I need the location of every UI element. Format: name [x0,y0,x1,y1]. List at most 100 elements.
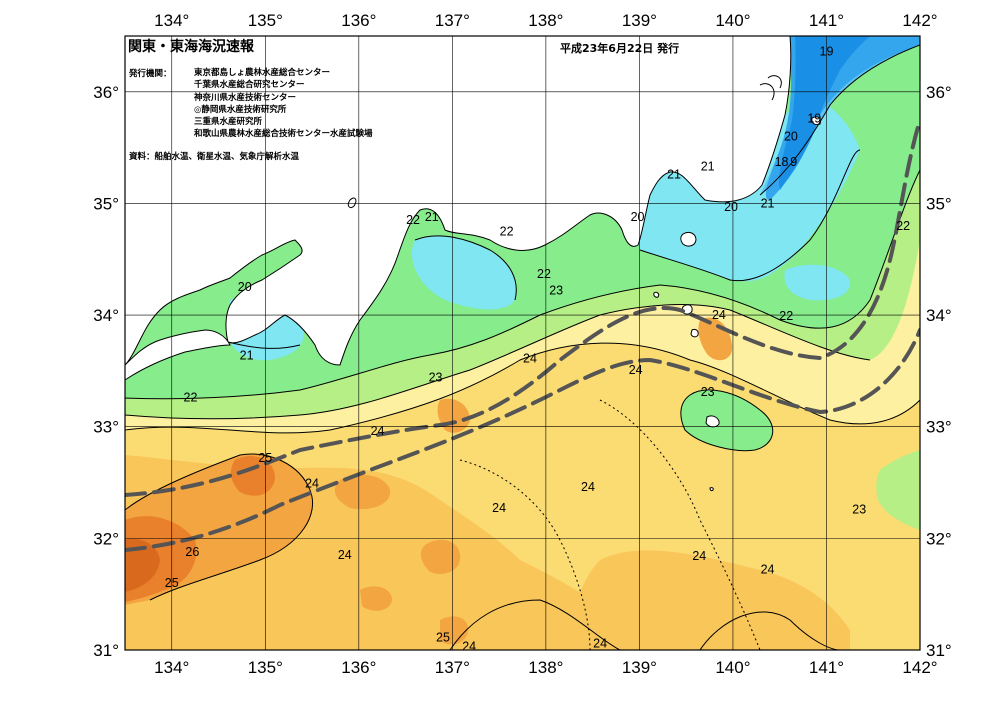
miyakejima [690,328,699,338]
isotherm-label: 24 [492,501,506,515]
isotherm-label: 19 [807,112,821,126]
lon-tick-label-top: 134° [154,11,189,30]
isotherm-label: 20 [724,200,738,214]
isotherm-label: 24 [581,480,595,494]
isotherm-label: 24 [305,477,319,491]
isotherm-22-hachijo [680,389,774,452]
axis-tick-labels: 134° 134° 135° 135° 136° 136° 137° 137° 138° 138°… [93,11,951,677]
isotherm-label: 23 [852,502,866,516]
lon-tick-label-bottom: 137° [435,658,470,677]
land-masses [125,36,821,492]
isotherm-label: 22 [500,224,514,238]
isotherm-22 [125,169,920,400]
lat-tick-label-right: 34° [926,306,952,325]
isotherm-label: 24 [712,308,726,322]
isotherm-label: 25 [165,576,179,590]
sst-patch-25-c [420,539,461,575]
choshi-peninsula [811,116,821,126]
isotherm-label: 21 [701,160,715,174]
isotherm-label: 23 [429,371,443,385]
isotherm-21 [227,149,861,349]
isotherm-label: 18 [775,155,789,169]
lat-tick-label-left: 36° [93,83,119,102]
lat-tick-label-left: 35° [93,194,119,213]
sst-band-21-b [411,235,517,310]
izu-oshima [680,231,697,247]
isotherm-label: 21 [425,210,439,224]
sst-band-27 [125,538,160,592]
isotherm-label: 24 [523,352,537,366]
lon-tick-label-top: 141° [809,11,844,30]
lon-tick-label-top: 135° [248,11,283,30]
sst-patch-25-d [360,586,392,611]
kuroshio-north-boundary [125,118,920,497]
lon-tick-label-bottom: 141° [809,658,844,677]
issuer-item: 千葉県水産総合研究センター [194,80,305,91]
isotherm-contours [125,44,920,650]
isotherm-label: 20 [238,280,252,294]
isotherm-label: 21 [761,196,775,210]
small-island-kozu [653,291,660,298]
isotherm-label: 22 [406,213,420,227]
isotherm-label: 19 [820,45,834,59]
sst-patch-25-e [440,616,469,645]
isotherm-label: 24 [338,548,352,562]
lon-tick-label-bottom: 135° [248,658,283,677]
kuroshio-south-boundary [125,328,920,552]
issuer-item: 三重県水産研究所 [194,117,263,128]
issuer-item: 和歌山県農林水産総合技術センター水産試験場 [194,129,373,140]
lat-tick-label-left: 31° [93,641,119,660]
sst-patch-24b-2 [560,550,850,650]
lat-tick-label-left: 33° [93,418,119,437]
issuer-item: 神奈川県水産技術センター [194,92,297,103]
isotherm-label: 22 [779,309,793,323]
isotherm-label: 25 [258,451,272,465]
isotherm-label: 23 [701,385,715,399]
lon-tick-label-top: 140° [715,11,750,30]
lat-tick-label-right: 36° [926,83,952,102]
source-note: 資料：船舶水温、衛星水温、気象庁解析水温 [129,152,300,162]
isotherm-label: 24 [761,563,775,577]
isotherm-label: 24 [629,363,643,377]
hachijojima [705,415,720,428]
sst-patch-22-b [680,390,773,451]
sst-patch-25-a [334,474,391,510]
lon-tick-label-top: 139° [622,11,657,30]
isotherm-label: 25 [436,631,450,645]
lat-tick-label-left: 32° [93,529,119,548]
isotherm-dotted-2 [459,459,591,650]
lat-tick-label-right: 32° [926,529,952,548]
lat-tick-label-left: 34° [93,306,119,325]
isotherm-label: 21 [240,348,254,362]
lat-tick-label-right: 33° [926,418,952,437]
isotherm-label: 22 [896,219,910,233]
isotherm-label: 20 [784,129,798,143]
lake-hamana [347,197,357,209]
lon-tick-label-top: 138° [528,11,563,30]
isotherm-label: 24 [692,549,706,563]
map-title: 関東・東海海況速報 [128,39,254,55]
lon-tick-label-top: 136° [341,11,376,30]
isotherm-label: 26 [185,545,199,559]
isotherm-20 [759,44,920,196]
lon-tick-label-bottom: 142° [902,658,937,677]
lake-kasumigaura [759,75,782,101]
sst-patch-22-c [876,450,920,530]
issuer-list: 東京都島しょ農林水産総合センター 千葉県水産総合研究センター 神奈川県水産技術セ… [194,67,373,141]
isotherm-label: 22 [537,267,551,281]
lon-tick-label-bottom: 134° [154,658,189,677]
isotherm-label: 23 [549,284,563,298]
sst-patch-26-b [230,456,275,496]
isotherm-labels: 19 19 20 18 9 21 21 20 21 20 22 21 22 20 22 22 23 24 22 21 2… [165,45,910,654]
honshu-coastline [125,36,792,366]
issuer-heading: 発行機関： [129,69,172,79]
awaji-shikoku-land [125,329,231,381]
isotherm-23 [125,304,871,420]
lon-tick-label-top: 137° [435,11,470,30]
isotherm-label: 24 [462,640,476,654]
lon-tick-label-top: 142° [902,11,937,30]
sst-band-18 [779,36,870,190]
lon-tick-label-bottom: 139° [622,658,657,677]
isotherm-25 [125,453,314,601]
